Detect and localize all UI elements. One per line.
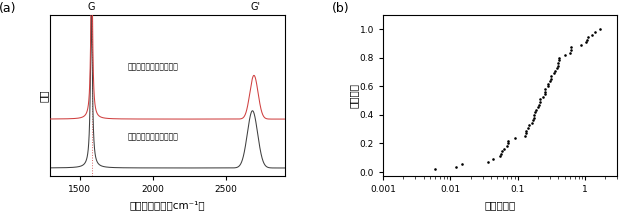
Point xyxy=(583,35,593,39)
Point xyxy=(539,92,549,96)
Point xyxy=(496,152,506,156)
Y-axis label: 累積確率: 累積確率 xyxy=(348,83,358,108)
Point xyxy=(543,82,553,86)
Point xyxy=(523,126,533,130)
Point xyxy=(542,85,553,88)
Point xyxy=(450,165,461,169)
Point xyxy=(457,163,467,166)
Point xyxy=(554,56,564,60)
Point xyxy=(533,105,543,109)
Point xyxy=(566,46,576,49)
Point xyxy=(561,54,571,57)
Point xyxy=(503,142,513,145)
Point xyxy=(546,80,556,83)
Point xyxy=(535,100,545,104)
Point xyxy=(430,168,440,171)
Point xyxy=(483,160,493,163)
Point xyxy=(520,134,530,137)
X-axis label: 抗抗変化率: 抗抗変化率 xyxy=(484,200,516,210)
Point xyxy=(565,51,575,54)
Point xyxy=(529,113,539,117)
Point xyxy=(510,137,520,140)
Point xyxy=(541,87,551,91)
Point xyxy=(501,144,512,148)
Text: インターカレーション前: インターカレーション前 xyxy=(127,132,178,141)
Point xyxy=(539,90,549,93)
Point xyxy=(576,43,586,47)
Point xyxy=(546,74,556,78)
Point xyxy=(527,121,537,124)
Text: (a): (a) xyxy=(0,2,16,15)
Point xyxy=(581,38,592,41)
Point xyxy=(497,150,507,153)
Point xyxy=(580,41,590,44)
Text: G': G' xyxy=(250,2,260,12)
Point xyxy=(521,131,531,135)
Point xyxy=(554,59,564,62)
Point xyxy=(587,33,597,36)
Point xyxy=(503,139,513,143)
Point xyxy=(549,72,559,75)
Point xyxy=(553,61,563,65)
Text: (b): (b) xyxy=(331,2,349,15)
Point xyxy=(552,66,562,70)
Point xyxy=(539,95,549,98)
Point xyxy=(536,98,546,101)
Point xyxy=(524,124,534,127)
Point xyxy=(549,69,559,72)
Point xyxy=(529,116,539,119)
Text: G: G xyxy=(88,2,95,12)
Y-axis label: 強度: 強度 xyxy=(39,89,49,102)
Point xyxy=(546,77,556,80)
Point xyxy=(528,118,538,122)
Point xyxy=(590,30,600,34)
Point xyxy=(521,129,531,132)
Point xyxy=(495,155,505,158)
Point xyxy=(553,64,563,67)
Point xyxy=(531,108,541,111)
Point xyxy=(530,111,540,114)
Point xyxy=(595,28,605,31)
X-axis label: ラマンシフト（cm⁻¹）: ラマンシフト（cm⁻¹） xyxy=(130,200,205,210)
Point xyxy=(566,48,576,52)
Point xyxy=(488,157,498,161)
Point xyxy=(534,103,544,106)
Point xyxy=(498,147,508,150)
Text: インターカレーション後: インターカレーション後 xyxy=(127,63,178,72)
